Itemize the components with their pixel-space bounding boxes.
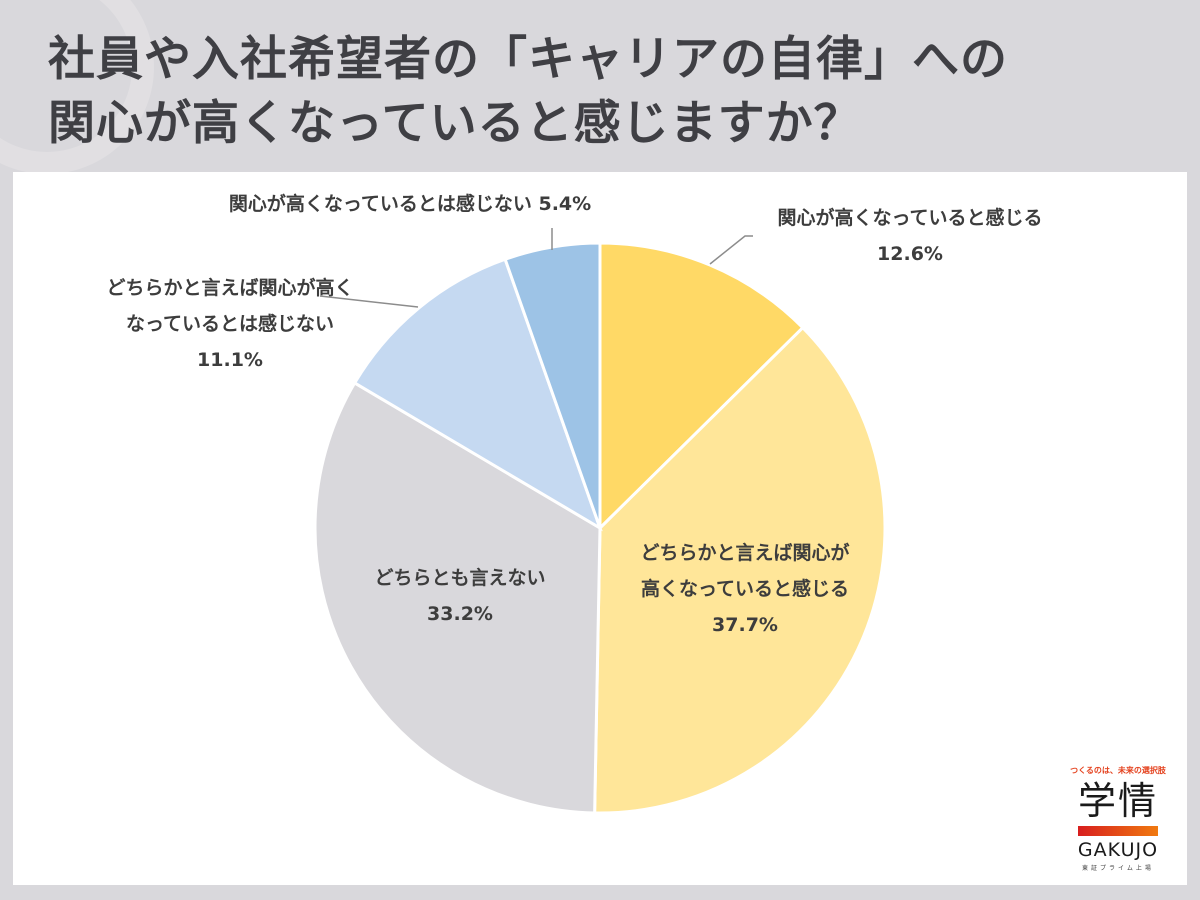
logo-sub: 東証プライム上場 <box>1082 865 1154 872</box>
pie-slice-4 <box>352 257 603 532</box>
label-s4-line2: なっているとは感じない <box>125 313 335 335</box>
label-s1-text: 関心が高くなっていると感じる <box>777 207 1043 229</box>
pie-slice-2 <box>593 325 887 815</box>
label-s2-pct: 37.7% <box>712 614 778 636</box>
pie-slice-1 <box>598 241 805 532</box>
gakujo-logo: つくるのは、未来の選択肢 学情 GAKUJO 東証プライム上場 <box>1058 765 1178 872</box>
label-s1-pct: 12.6% <box>877 243 943 265</box>
leader-line-s1 <box>709 235 753 265</box>
label-s1: 関心が高くなっていると感じる 12.6% <box>740 200 1080 272</box>
title-line-2: 関心が高くなっていると感じますか？ <box>48 96 862 151</box>
label-s2: どちらかと言えば関心が 高くなっていると感じる 37.7% <box>610 535 880 643</box>
logo-bar <box>1078 826 1158 836</box>
page-title: 社員や入社希望者の「キャリアの自律」への 関心が高くなっていると感じますか？ <box>48 28 1168 156</box>
label-s3-text: どちらとも言えない <box>374 567 546 589</box>
label-s5: 関心が高くなっているとは感じない 5.4% <box>190 186 630 222</box>
label-s2-line1: どちらかと言えば関心が <box>640 542 850 564</box>
logo-english: GAKUJO <box>1077 839 1159 861</box>
label-s4-line1: どちらかと言えば関心が高く <box>106 277 354 299</box>
label-s2-line2: 高くなっていると感じる <box>640 578 850 600</box>
logo-tagline: つくるのは、未来の選択肢 <box>1070 766 1166 775</box>
pie-slices <box>313 241 887 815</box>
label-s4-pct: 11.1% <box>197 349 263 371</box>
label-s4: どちらかと言えば関心が高く なっているとは感じない 11.1% <box>70 270 390 378</box>
leader-line-s4 <box>319 295 419 308</box>
label-s3-pct: 33.2% <box>427 603 493 625</box>
logo-kanji: 学情 <box>1077 779 1158 823</box>
title-line-1: 社員や入社希望者の「キャリアの自律」への <box>48 32 1008 87</box>
pie-slice-3 <box>313 380 602 815</box>
label-s3: どちらとも言えない 33.2% <box>330 560 590 632</box>
label-s5-text: 関心が高くなっているとは感じない 5.4% <box>228 193 592 215</box>
